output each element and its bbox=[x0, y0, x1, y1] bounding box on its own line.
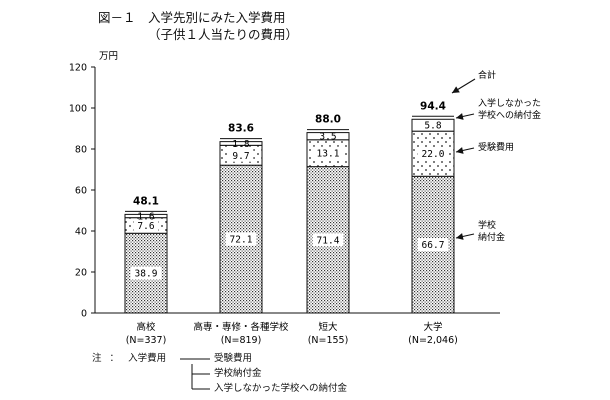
data-label: 9.7 bbox=[232, 151, 249, 162]
data-label-bg bbox=[312, 233, 344, 247]
total-label: 48.1 bbox=[133, 195, 159, 207]
note-item: 入学しなかった学校への納付金 bbox=[214, 383, 348, 394]
annotation-arrowhead bbox=[456, 147, 464, 154]
y-tick-label: 60 bbox=[75, 186, 87, 197]
category-label: 短大 bbox=[318, 321, 338, 333]
y-tick-label: 20 bbox=[75, 268, 87, 279]
series-annotation: 納付金 bbox=[478, 231, 505, 243]
data-label: 1.6 bbox=[137, 212, 154, 223]
note-prefix: 注 bbox=[92, 353, 102, 364]
data-label: 72.1 bbox=[230, 235, 253, 246]
note-colon: ： bbox=[109, 353, 120, 364]
category-note: (N=155) bbox=[308, 335, 349, 346]
data-label: 13.1 bbox=[317, 149, 340, 160]
total-label: 94.4 bbox=[420, 100, 446, 112]
data-label: 3.5 bbox=[319, 132, 336, 143]
note-bracket bbox=[180, 358, 210, 390]
data-label-bg bbox=[130, 266, 162, 280]
data-label-bg bbox=[417, 238, 449, 252]
annotation-arrowhead bbox=[452, 86, 460, 93]
category-label: 高専・専修・各種学校 bbox=[193, 321, 289, 333]
y-tick-label: 0 bbox=[81, 309, 87, 320]
chart-subtitle: （子供１人当たりの費用） bbox=[148, 27, 299, 42]
data-label: 7.6 bbox=[137, 221, 154, 232]
y-tick-label: 100 bbox=[69, 104, 87, 115]
series-annotation: 学校 bbox=[478, 219, 496, 231]
bar-segment bbox=[306, 132, 350, 141]
data-label: 71.4 bbox=[317, 235, 340, 246]
data-label: 38.9 bbox=[135, 269, 158, 280]
y-tick-label: 120 bbox=[69, 63, 87, 74]
data-label: 1.8 bbox=[232, 139, 249, 150]
data-label-bg bbox=[225, 232, 257, 246]
category-note: (N=337) bbox=[126, 335, 167, 346]
data-label-bg bbox=[133, 218, 159, 232]
category-note: (N=2,046) bbox=[408, 335, 458, 346]
category-label: 大学 bbox=[423, 321, 442, 333]
series-annotation: 入学しなかった bbox=[478, 97, 541, 109]
title-block: 図－１ 入学先別にみた入学費用 （子供１人当たりの費用） bbox=[98, 9, 298, 43]
data-label: 66.7 bbox=[422, 240, 445, 251]
bar-segment bbox=[124, 213, 168, 219]
y-unit-label: 万円 bbox=[99, 51, 118, 62]
chart-title: 図－１ 入学先別にみた入学費用 bbox=[98, 10, 286, 25]
total-label: 88.0 bbox=[315, 114, 341, 126]
category-note: (N=819) bbox=[221, 335, 262, 346]
annotation-arrowhead bbox=[456, 113, 464, 120]
series-annotation: 学校への納付金 bbox=[478, 109, 541, 121]
data-label: 5.8 bbox=[424, 121, 441, 132]
note-item: 学校納付金 bbox=[214, 368, 262, 379]
category-label: 高校 bbox=[136, 321, 156, 333]
y-tick-label: 40 bbox=[75, 227, 87, 238]
bar-segment bbox=[219, 141, 263, 146]
note-root: 入学費用 bbox=[128, 353, 167, 364]
data-label-bg bbox=[312, 146, 344, 160]
y-tick-label: 80 bbox=[75, 145, 87, 156]
data-label: 22.0 bbox=[422, 149, 445, 160]
bar-segment bbox=[411, 118, 455, 132]
annotation-arrowhead bbox=[456, 233, 464, 240]
data-label-bg bbox=[228, 148, 254, 162]
note-item: 受験費用 bbox=[214, 353, 253, 364]
total-label: 83.6 bbox=[228, 123, 254, 135]
data-label-bg bbox=[417, 147, 449, 161]
series-annotation: 受験費用 bbox=[478, 141, 514, 153]
total-annotation: 合計 bbox=[478, 69, 496, 81]
